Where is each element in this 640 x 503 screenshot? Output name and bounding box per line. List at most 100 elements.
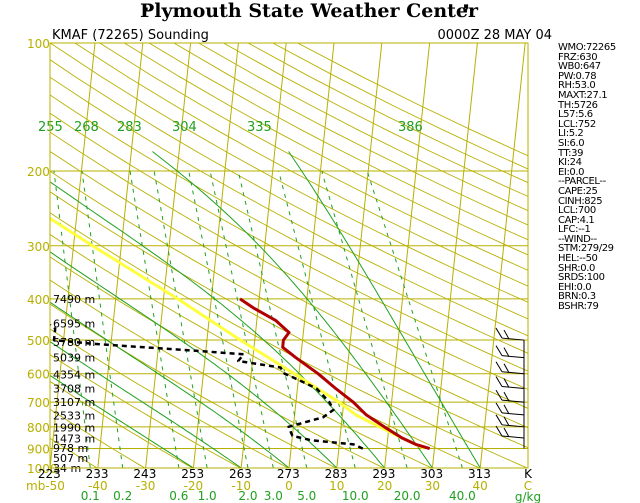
- wind-barb: [501, 355, 525, 359]
- index-item: STM:279/29: [558, 243, 614, 255]
- wind-barb: [501, 385, 525, 389]
- height-label: 1990 m: [53, 421, 95, 434]
- temperature-tick-label: -10: [231, 479, 251, 493]
- mixing-ratio-line: [366, 170, 463, 468]
- pressure-tick-label: 600: [27, 368, 50, 382]
- moist-adiabat: [288, 151, 481, 468]
- index-item: TT:39: [558, 147, 584, 159]
- mixing-ratio-label: 10.0: [342, 489, 369, 503]
- wind-barb-flag: [503, 391, 510, 402]
- height-label: 5780 m: [53, 336, 95, 349]
- index-item: HEL:--50: [558, 253, 598, 265]
- index-item: MAXT:27.1: [558, 89, 608, 101]
- temperature-tick-label: 10: [329, 479, 344, 493]
- dry-adiabat: [50, 191, 528, 449]
- dry-adiabat: [50, 150, 528, 409]
- index-item: BRN:0.3: [558, 291, 596, 303]
- wind-barb: [501, 337, 525, 341]
- moist-adiabat: [50, 181, 385, 468]
- mixing-ratio-line: [278, 170, 356, 468]
- mixing-ratio-label: 5.0: [297, 489, 316, 503]
- isotherm-line: [336, 43, 383, 468]
- pressure-tick-label: 700: [27, 396, 50, 410]
- height-label: 3107 m: [53, 396, 95, 409]
- dry-adiabat: [50, 303, 337, 468]
- mixing-ratio-label: 0.1: [81, 489, 100, 503]
- mixing-ratio-label: 40.0: [449, 489, 476, 503]
- index-item: EI:0.0: [558, 166, 585, 178]
- wind-barb-flag: [495, 376, 503, 387]
- index-item: LFC:--1: [558, 224, 591, 236]
- index-item: SHR:0.0: [558, 262, 595, 274]
- wind-barb-flag: [503, 363, 510, 373]
- time-label: 0000Z 28 MAY 04: [437, 28, 552, 43]
- chart-series: [50, 216, 431, 451]
- dewpoint-trace-line: [50, 323, 364, 450]
- wind-barb-flag: [495, 345, 503, 356]
- header-title-group: ❛ Plymouth State Weather Center ❜: [140, 0, 479, 24]
- dry-adiabat: [50, 233, 480, 468]
- mixing-ratio-unit: g/kg: [515, 490, 541, 503]
- pressure-tick-label: 300: [27, 240, 50, 254]
- mixing-ratio-label: 0.2: [113, 489, 132, 503]
- wind-barb-flag: [503, 329, 510, 340]
- isotherm-line: [97, 43, 144, 468]
- dry-adiabat: [124, 43, 528, 256]
- pressure-tick-label: 200: [27, 165, 50, 179]
- wind-barb-flag: [495, 361, 503, 372]
- parcel-trace-line: [50, 216, 426, 450]
- pressure-tick-label: 400: [27, 293, 50, 307]
- mixing-ratio-line: [129, 170, 180, 468]
- moist-adiabat: [50, 301, 290, 468]
- mixing-ratio-label: 1.0: [198, 489, 217, 503]
- indices-list: WMO:72265 FRZ:630 WB0:647 PW:0.78 RH:53.0 MAX…: [558, 43, 616, 312]
- mixing-ratio-label: 20.0: [394, 489, 421, 503]
- dry-adiabat: [173, 43, 528, 226]
- theta-label: 283: [117, 120, 142, 135]
- kelvin-tick-label: 243: [133, 467, 156, 481]
- isotherm-line: [384, 43, 431, 468]
- kelvin-tick-label: 253: [181, 467, 204, 481]
- temperature-tick-label: 0: [285, 479, 293, 493]
- isotherm-line: [50, 43, 96, 468]
- wind-barb-flag: [495, 402, 503, 414]
- wind-barb-flag: [503, 427, 510, 438]
- index-item: --WIND--: [558, 233, 597, 245]
- isotherm-line: [192, 43, 239, 468]
- index-item: CAP:4.1: [558, 214, 595, 226]
- kelvin-tick-label: 273: [277, 467, 300, 481]
- height-label: 6595 m: [53, 317, 95, 330]
- wind-barb: [501, 399, 525, 403]
- kelvin-tick-label: K: [524, 467, 533, 481]
- kelvin-tick-label: 303: [420, 467, 443, 481]
- height-label: 4354 m: [53, 369, 95, 382]
- dry-adiabat: [50, 76, 528, 337]
- temperature-trace-line: [239, 297, 431, 451]
- moist-adiabat: [50, 341, 242, 468]
- theta-label: 268: [74, 120, 99, 135]
- dry-adiabat: [50, 279, 385, 468]
- temperature-tick-label: 20: [377, 479, 392, 493]
- dry-adiabat: [148, 43, 528, 241]
- mixing-ratio-line: [188, 170, 249, 468]
- station-label: KMAF (72265) Sounding: [52, 28, 209, 43]
- index-item: PW:0.78: [558, 70, 597, 82]
- wind-barb-flag: [503, 416, 510, 427]
- temperature-tick-label: -20: [184, 479, 204, 493]
- height-label: 5039 m: [53, 352, 95, 365]
- wind-barb: [501, 424, 525, 428]
- height-label: 978 m: [53, 442, 88, 455]
- dry-adiabat: [50, 328, 289, 468]
- pressure-tick-label: 800: [27, 421, 50, 435]
- index-item: CINH:825: [558, 195, 603, 207]
- index-item: RH:53.0: [558, 80, 596, 92]
- index-item: L57:5.6: [558, 109, 593, 121]
- index-item: LI:5.2: [558, 128, 584, 140]
- dry-adiabat: [50, 170, 528, 429]
- wind-barb-flag: [495, 414, 503, 426]
- kelvin-tick-label: 283: [325, 467, 348, 481]
- index-item: BSHR:79: [558, 301, 599, 313]
- wind-barb-flag: [503, 404, 510, 415]
